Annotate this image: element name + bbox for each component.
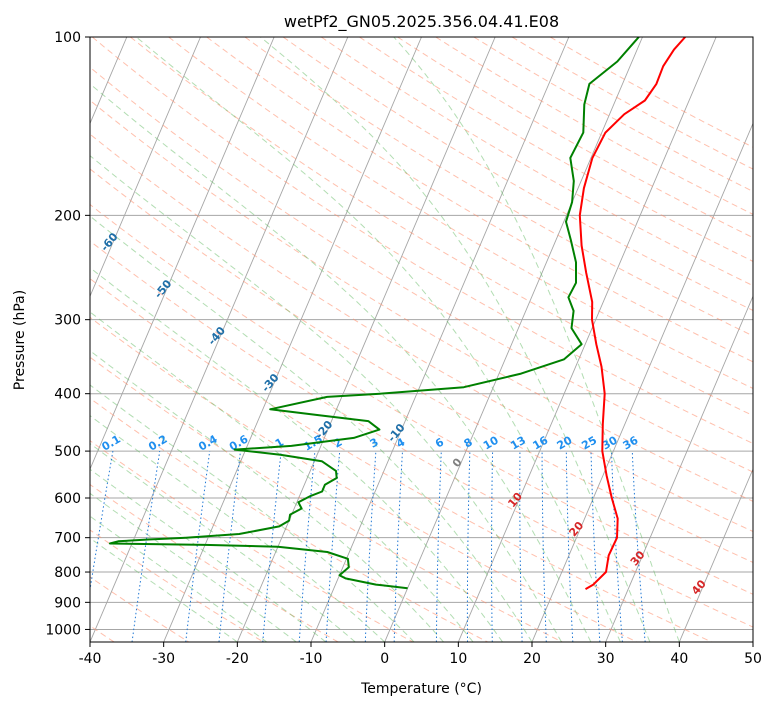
isotherm-line xyxy=(605,295,753,642)
moist-adiabat-line xyxy=(135,37,621,642)
isotherm-line xyxy=(90,37,201,298)
moist-adiabat-line xyxy=(90,468,327,642)
y-tick-label: 300 xyxy=(54,313,81,329)
mixing-ratio-line xyxy=(131,451,161,642)
isotherm-line xyxy=(384,37,643,642)
dry-adiabat-line xyxy=(168,37,753,389)
isotherm-line xyxy=(457,37,717,642)
moist-adiabat-line xyxy=(90,311,474,642)
temperature-profile xyxy=(578,37,686,590)
y-tick-label: 700 xyxy=(54,531,81,547)
x-tick-label: 10 xyxy=(449,651,467,667)
isotherm-line xyxy=(236,37,496,642)
dry-adiabat-line xyxy=(359,37,753,262)
dry-adiabat-line xyxy=(90,203,753,595)
moist-adiabat-line xyxy=(90,515,268,642)
isotherm-line xyxy=(90,37,275,471)
dry-adiabat-line xyxy=(282,37,753,312)
moist-adiabat-line xyxy=(260,37,651,642)
dry-adiabat-line xyxy=(90,168,753,563)
dry-adiabat-line xyxy=(90,99,753,502)
x-tick-label: -30 xyxy=(152,651,175,667)
pressure-grid xyxy=(90,37,753,630)
mixing-ratio-line xyxy=(298,451,316,642)
x-tick-label: 20 xyxy=(523,651,541,667)
dry-adiabat-line xyxy=(90,133,753,533)
dry-adiabat-line xyxy=(90,483,339,642)
dry-adiabat-line xyxy=(91,37,753,445)
x-tick-label: -20 xyxy=(226,651,249,667)
plot-frame xyxy=(89,36,754,643)
mixing-ratio-line xyxy=(218,451,241,642)
y-tick-label: 1000 xyxy=(45,622,81,638)
moist-adiabat-line xyxy=(90,155,562,642)
dry-adiabat-line xyxy=(90,316,638,642)
mixing-ratio-line xyxy=(262,451,282,642)
mixing-ratio-line xyxy=(90,451,114,593)
moist-adiabat-line xyxy=(393,37,680,642)
moist-adiabat-line xyxy=(90,384,415,642)
y-axis: 100 200 300 400 500 600 700 800 900 1000 xyxy=(45,30,90,638)
dry-adiabat-line xyxy=(397,37,753,239)
moist-adiabat-line xyxy=(90,267,503,642)
mixing-ratio-line xyxy=(631,451,646,642)
y-tick-label: 900 xyxy=(54,595,81,611)
dry-adiabat-line xyxy=(90,529,264,642)
dry-adiabat-line xyxy=(90,66,753,473)
y-tick-label: 600 xyxy=(54,491,81,507)
y-tick-label: 100 xyxy=(54,30,81,46)
dry-adiabat-line xyxy=(206,37,753,363)
mixing-ratio-lines xyxy=(90,451,646,642)
dry-adiabat-line xyxy=(90,240,753,628)
x-tick-label: 0 xyxy=(380,651,389,667)
dry-adiabat-line xyxy=(549,37,753,148)
x-axis-label: Temperature (°C) xyxy=(360,681,482,697)
x-tick-label: 40 xyxy=(670,651,688,667)
moist-adiabat-line xyxy=(90,415,386,642)
x-tick-label: -40 xyxy=(79,651,102,667)
dry-adiabat-line xyxy=(473,37,753,193)
y-tick-label: 500 xyxy=(54,444,81,460)
y-tick-label: 400 xyxy=(54,387,81,403)
moist-adiabat-line xyxy=(90,350,444,642)
y-axis-label: Pressure (hPa) xyxy=(12,290,28,390)
dry-adiabats xyxy=(90,37,753,642)
x-tick-label: 50 xyxy=(744,651,762,667)
moist-adiabat-line xyxy=(90,215,533,642)
moist-adiabat-line xyxy=(90,492,297,642)
y-tick-label: 800 xyxy=(54,565,81,581)
dry-adiabat-line xyxy=(90,440,414,642)
moist-adiabats xyxy=(90,37,680,642)
y-tick-label: 200 xyxy=(54,208,81,224)
x-tick-label: 30 xyxy=(597,651,615,667)
moist-adiabat-line xyxy=(90,537,238,642)
mixing-ratio-line xyxy=(185,451,211,642)
dry-adiabat-line xyxy=(90,278,712,642)
isotherm-line xyxy=(678,467,753,642)
dewpoint-profile xyxy=(108,37,640,590)
x-axis: -40 -30 -20 -10 0 10 20 30 40 50 xyxy=(79,642,762,667)
x-tick-label: -10 xyxy=(300,651,323,667)
isotherm-line xyxy=(163,37,422,642)
chart-title: wetPf2_GN05.2025.356.04.41.E08 xyxy=(284,12,559,32)
